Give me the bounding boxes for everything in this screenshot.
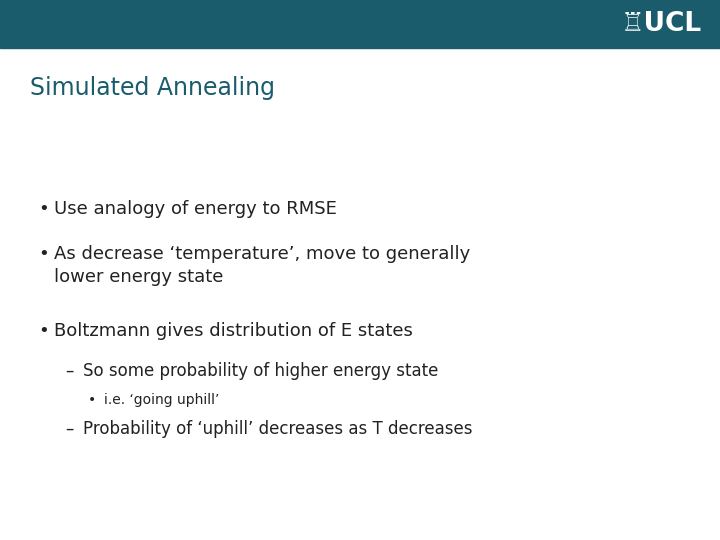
Text: •: • [38, 322, 49, 340]
Bar [0, 0, 720, 48]
Text: –: – [65, 362, 73, 380]
Text: Probability of ‘uphill’ decreases as T decreases: Probability of ‘uphill’ decreases as T d… [83, 420, 472, 438]
Text: •: • [38, 245, 49, 263]
Text: Boltzmann gives distribution of E states: Boltzmann gives distribution of E states [54, 322, 413, 340]
Text: Use analogy of energy to RMSE: Use analogy of energy to RMSE [54, 200, 337, 218]
Text: ♖UCL: ♖UCL [621, 11, 702, 37]
Text: So some probability of higher energy state: So some probability of higher energy sta… [83, 362, 438, 380]
Text: Simulated Annealing: Simulated Annealing [30, 76, 275, 100]
Text: •: • [88, 393, 96, 407]
Text: –: – [65, 420, 73, 438]
Text: As decrease ‘temperature’, move to generally
lower energy state: As decrease ‘temperature’, move to gener… [54, 245, 470, 286]
Text: •: • [38, 200, 49, 218]
Text: i.e. ‘going uphill’: i.e. ‘going uphill’ [104, 393, 220, 407]
